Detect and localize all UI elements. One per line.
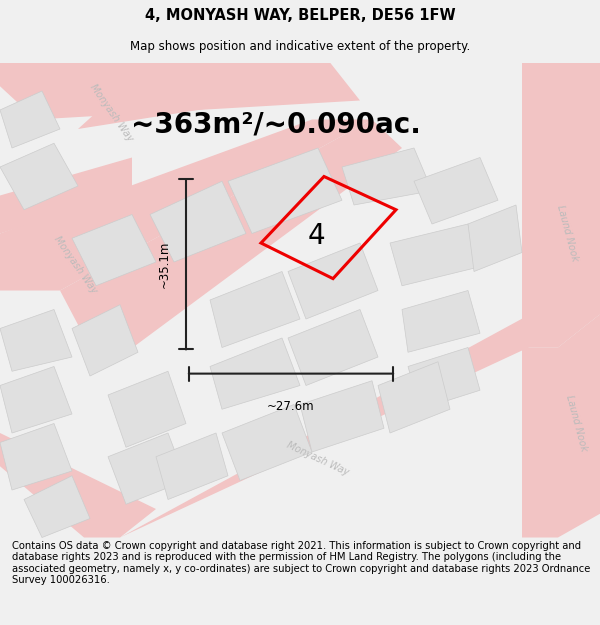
Polygon shape [222,404,312,481]
Text: Monyash Way: Monyash Way [285,441,351,478]
Polygon shape [288,309,378,386]
Polygon shape [408,348,480,409]
Text: ~27.6m: ~27.6m [267,400,315,412]
Polygon shape [0,424,72,490]
Polygon shape [0,143,78,210]
Polygon shape [72,305,138,376]
Polygon shape [522,314,600,538]
Polygon shape [84,276,600,538]
Polygon shape [288,243,378,319]
Text: ~35.1m: ~35.1m [158,241,171,288]
Polygon shape [210,271,300,348]
Text: 4: 4 [308,222,325,251]
Text: Monyash Way: Monyash Way [88,82,134,143]
Polygon shape [300,381,384,452]
Polygon shape [378,362,450,433]
Text: Map shows position and indicative extent of the property.: Map shows position and indicative extent… [130,41,470,53]
Polygon shape [0,119,372,291]
Polygon shape [210,338,300,409]
Polygon shape [108,371,186,448]
Polygon shape [72,214,156,286]
Polygon shape [414,158,498,224]
Polygon shape [0,62,360,119]
Text: ~363m²/~0.090ac.: ~363m²/~0.090ac. [131,110,421,138]
Text: 4, MONYASH WAY, BELPER, DE56 1FW: 4, MONYASH WAY, BELPER, DE56 1FW [145,8,455,23]
Polygon shape [24,476,90,538]
Text: Monyash Way: Monyash Way [52,234,98,295]
Text: Laund Nook: Laund Nook [554,204,580,262]
Polygon shape [156,433,228,499]
Polygon shape [0,158,132,234]
Polygon shape [390,224,480,286]
Polygon shape [468,205,522,271]
Polygon shape [228,148,342,234]
Polygon shape [0,309,72,371]
Polygon shape [108,433,186,504]
Polygon shape [0,91,60,148]
Polygon shape [0,433,156,538]
Polygon shape [150,181,246,262]
Polygon shape [60,119,402,357]
Polygon shape [402,291,480,352]
Polygon shape [522,62,600,348]
Polygon shape [342,148,432,205]
Text: Contains OS data © Crown copyright and database right 2021. This information is : Contains OS data © Crown copyright and d… [12,541,590,586]
Polygon shape [0,366,72,433]
Polygon shape [78,62,330,129]
Text: Laund Nook: Laund Nook [563,394,589,452]
